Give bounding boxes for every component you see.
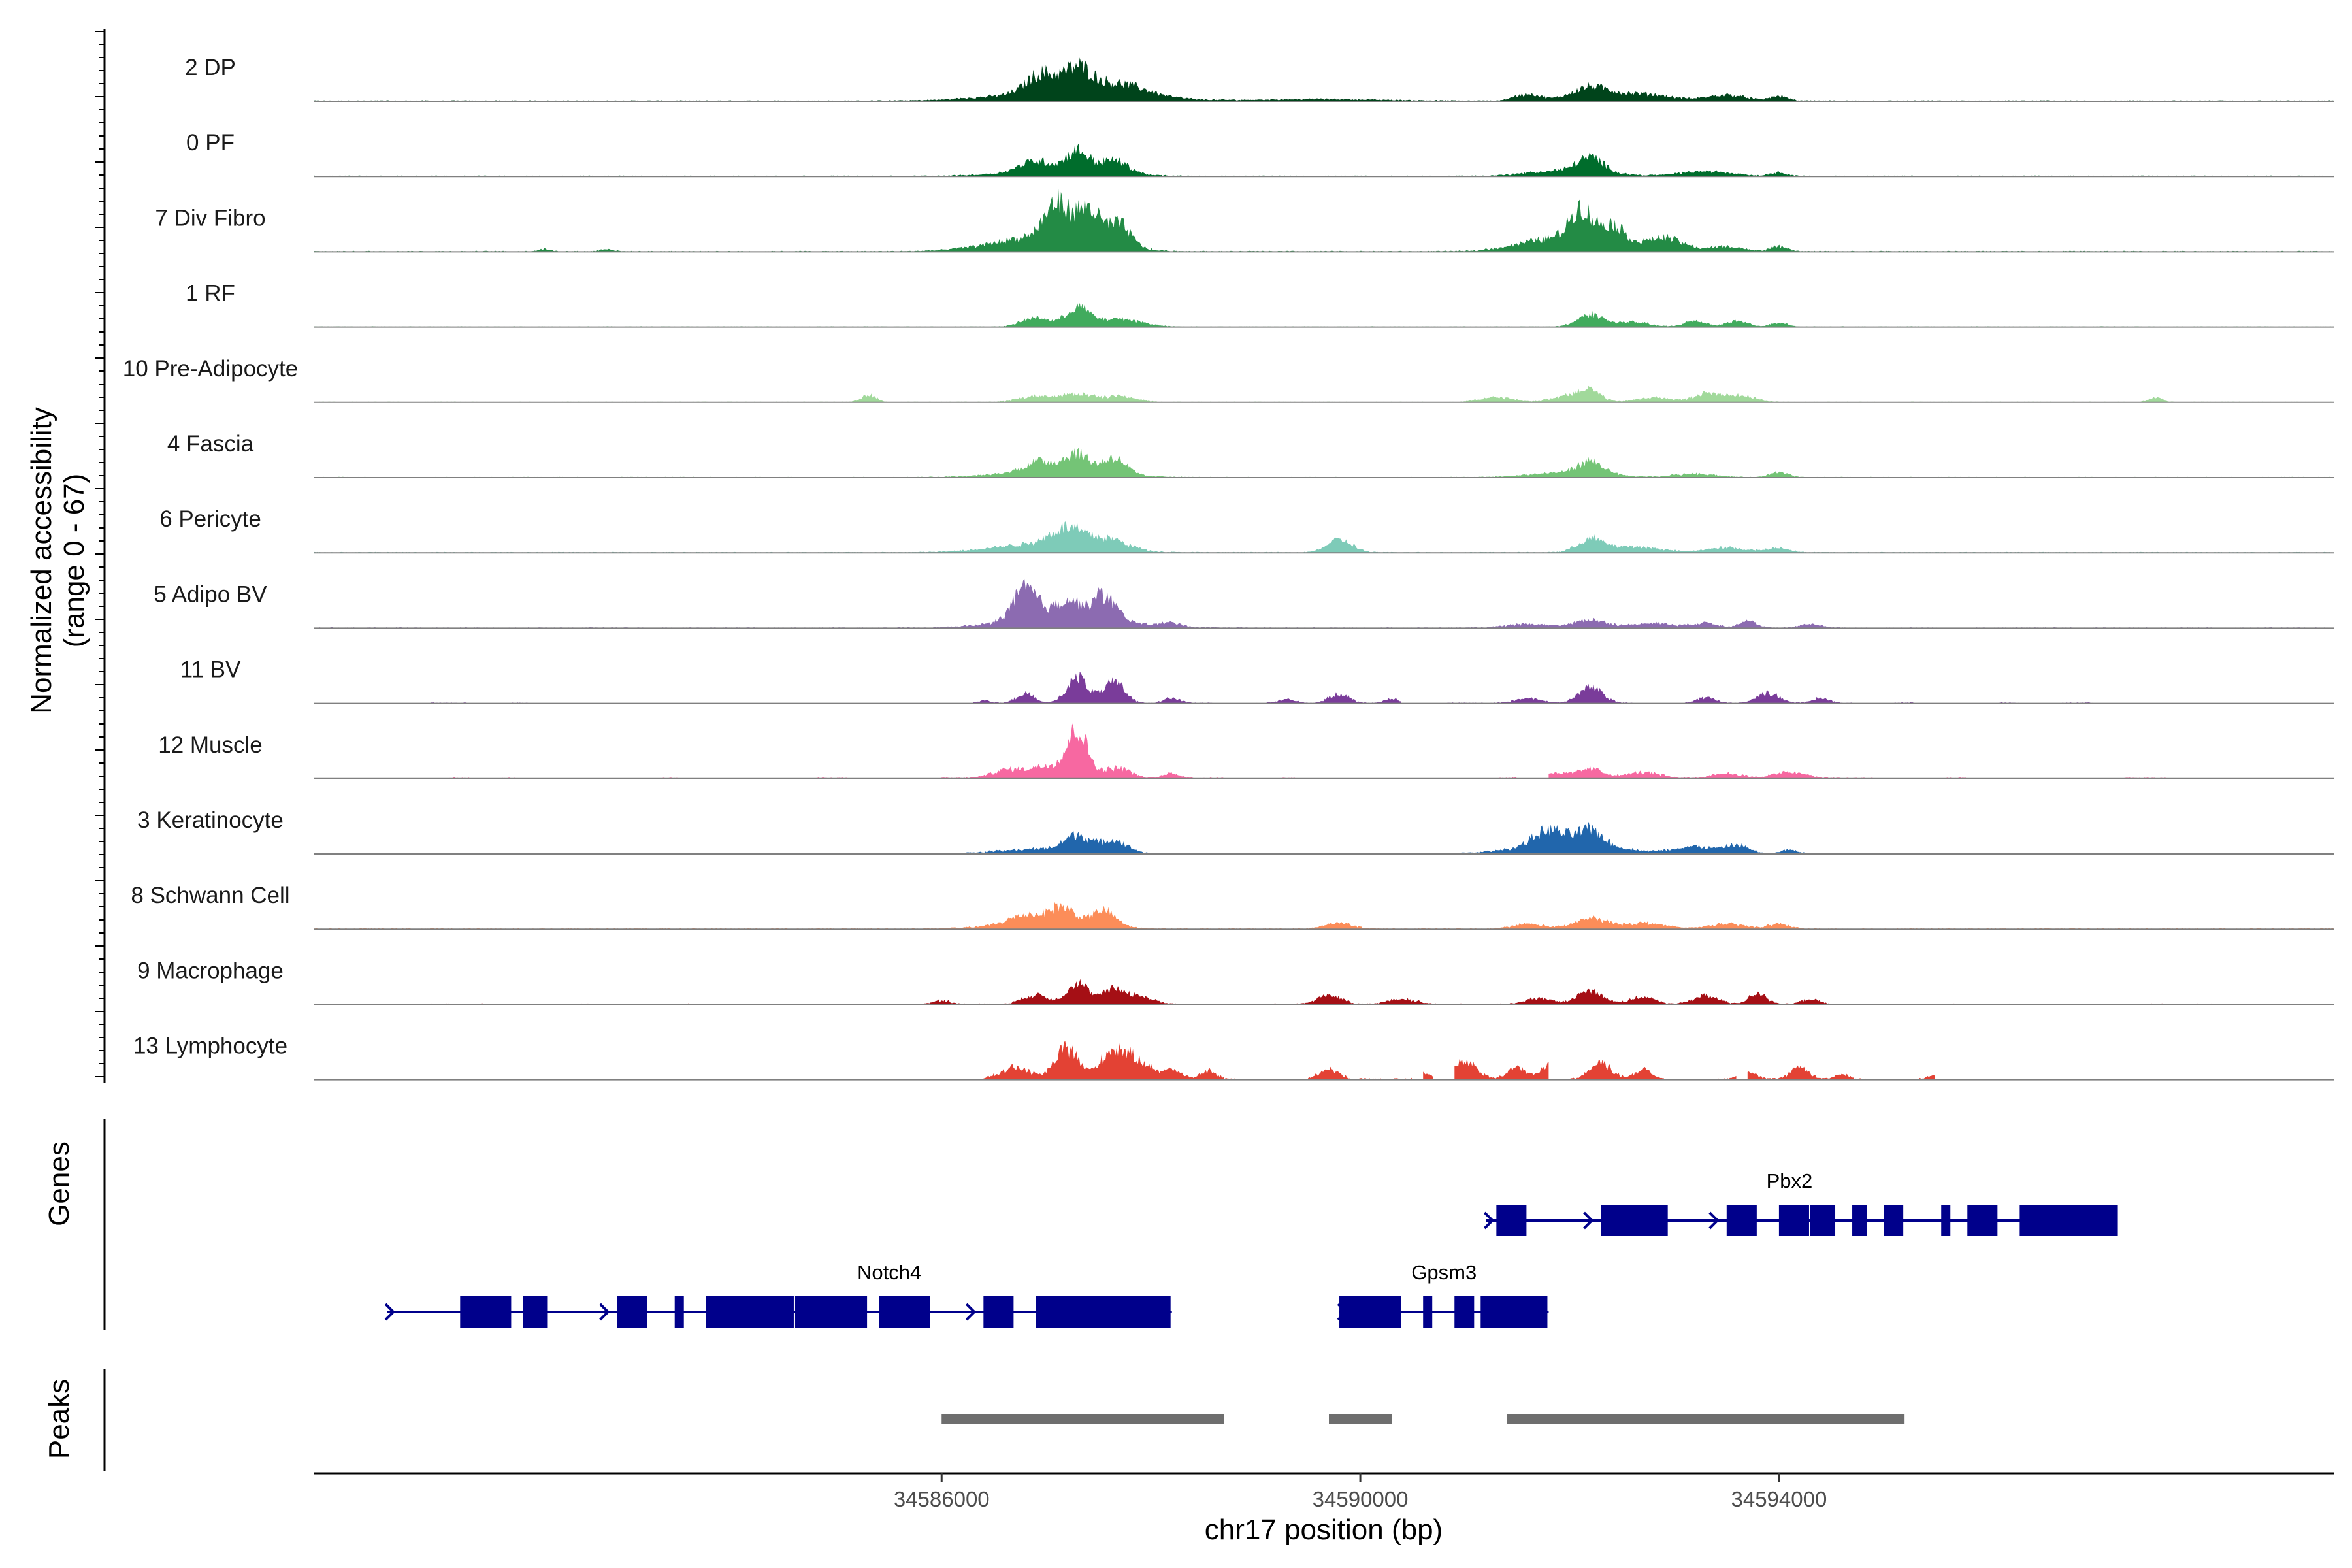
gene-exon [2019,1205,2118,1236]
track-label: 13 Lymphocyte [133,1034,287,1059]
gene-label: Notch4 [857,1261,921,1284]
coverage-area [429,979,2218,1005]
track-5-adipo-bv: 5 Adipo BV [154,578,2334,629]
gene-label: Pbx2 [1767,1169,1813,1192]
gene-exon [1726,1205,1757,1236]
gene-exon [1423,1296,1433,1328]
gene-exon [617,1296,647,1328]
track-12-muscle: 12 Muscle [158,723,2334,779]
strand-arrow [1708,1211,1720,1230]
y-axis-title-line1: Normalized accessibility [25,407,57,713]
gene-gpsm3: Gpsm3 [1337,1261,1549,1328]
track-10-pre-adipocyte: 10 Pre-Adipocyte [123,356,2334,403]
gene-exon [1454,1296,1475,1328]
x-tick-label: 34586000 [894,1487,990,1511]
gene-notch4: Notch4 [384,1261,1172,1328]
track-13-lymphocyte: 13 Lymphocyte [133,1034,2334,1081]
peak-region [1507,1414,1905,1424]
y-axis-ticks [95,31,105,1077]
track-11-bv: 11 BV [180,657,2334,704]
strand-arrow [384,1303,395,1321]
x-tick-label: 34594000 [1731,1487,1827,1511]
track-label: 7 Div Fibro [155,205,265,231]
strand-arrow [965,1303,977,1321]
gene-exon [1810,1205,1836,1236]
gene-exon [1884,1205,1904,1236]
gene-exon [1852,1205,1867,1236]
gene-exon [706,1296,794,1328]
track-label: 9 Macrophage [137,958,284,983]
track-label: 11 BV [180,657,241,683]
track-label: 12 Muscle [158,732,263,758]
track-3-keratinocyte: 3 Keratinocyte [137,808,2334,855]
gene-pbx2: Pbx2 [1483,1169,2118,1236]
gene-track: Notch4 Gpsm3 Pbx2 [384,1169,2118,1328]
gene-exon [1339,1296,1401,1328]
gene-exon [523,1296,548,1328]
strand-arrow [599,1303,610,1321]
gene-exon [674,1296,684,1328]
track-9-macrophage: 9 Macrophage [137,958,2334,1005]
track-label: 0 PF [186,130,235,155]
track-6-pericyte: 6 Pericyte [159,506,2334,554]
genes-panel-label: Genes [43,1141,75,1226]
y-axis-title-line2: (range 0 - 67) [58,474,90,648]
track-label: 2 DP [185,55,236,80]
track-label: 5 Adipo BV [154,581,267,607]
gene-exon [1941,1205,1951,1236]
track-4-fascia: 4 Fascia [167,431,2334,478]
gene-exon [1036,1296,1171,1328]
gene-exon [794,1296,868,1328]
track-2-dp: 2 DP [185,55,2334,102]
track-label: 10 Pre-Adipocyte [123,356,298,382]
track-label: 3 Keratinocyte [137,808,284,833]
x-axis-ticks: 34586000 34590000 34594000 [894,1473,1827,1511]
y-axis-title: Normalized accessibility (range 0 - 67) [25,407,90,713]
gene-exon [879,1296,930,1328]
track-label: 1 RF [186,281,235,306]
gene-label: Gpsm3 [1411,1261,1477,1284]
track-7-div-fibro: 7 Div Fibro [155,188,2334,253]
peak-region [1329,1414,1392,1424]
peak-region [941,1414,1224,1424]
gene-exon [1967,1205,1998,1236]
track-label: 8 Schwann Cell [131,883,289,908]
track-8-schwann-cell: 8 Schwann Cell [131,883,2334,930]
coverage-tracks: 2 DP 0 PF 7 Div Fibro 1 RF 10 Pre-Adipocyte 4… [123,55,2334,1081]
gene-exon [1778,1205,1809,1236]
gene-exon [1480,1296,1548,1328]
gene-exon [460,1296,512,1328]
coverage-area [983,1041,1935,1080]
strand-arrow [1583,1211,1594,1230]
x-axis-title: chr17 position (bp) [1205,1514,1443,1546]
peaks-track [941,1414,1905,1424]
strand-arrow [1483,1211,1495,1230]
track-1-rf: 1 RF [186,281,2334,328]
track-label: 4 Fascia [167,431,254,457]
track-label: 6 Pericyte [159,506,261,532]
gene-exon [983,1296,1014,1328]
peaks-panel-label: Peaks [43,1379,75,1459]
gene-exon [1601,1205,1668,1236]
x-tick-label: 34590000 [1313,1487,1409,1511]
gene-exon [1496,1205,1527,1236]
track-0-pf: 0 PF [186,130,2334,178]
